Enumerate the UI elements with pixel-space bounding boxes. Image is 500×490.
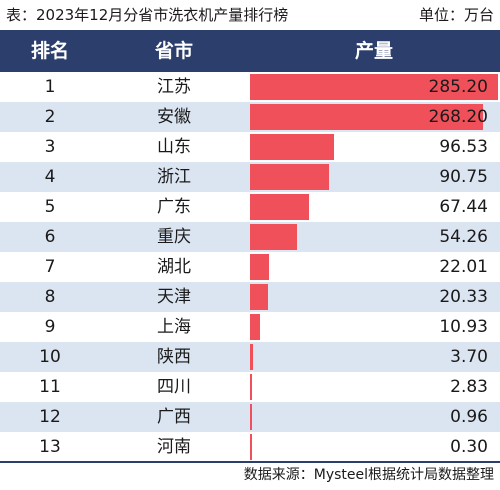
table-header: 排名 省市 产量 — [0, 30, 500, 72]
value-label: 90.75 — [439, 167, 488, 187]
production-table: 排名 省市 产量 1 江苏 285.20 2 安徽 268.20 3 山东 96.53 4 浙江 90… — [0, 30, 500, 462]
rank-cell: 6 — [44, 227, 56, 247]
rank-cell: 11 — [39, 377, 61, 397]
table-row: 3 山东 96.53 — [0, 132, 500, 162]
value-label: 22.01 — [439, 257, 488, 277]
value-bar — [250, 134, 334, 160]
table-row: 12 广西 0.96 — [0, 402, 500, 432]
table-row: 4 浙江 90.75 — [0, 162, 500, 192]
province-cell: 广东 — [157, 197, 191, 217]
province-cell: 安徽 — [157, 107, 191, 127]
value-label: 3.70 — [450, 347, 488, 367]
table-row: 11 四川 2.83 — [0, 372, 500, 402]
table-row: 10 陕西 3.70 — [0, 342, 500, 372]
header-rank: 排名 — [30, 40, 69, 62]
province-cell: 陕西 — [157, 347, 191, 367]
table-row: 2 安徽 268.20 — [0, 102, 500, 132]
value-bar — [250, 344, 254, 370]
value-bar — [250, 164, 329, 190]
value-bar — [250, 224, 298, 250]
rank-cell: 13 — [39, 437, 61, 457]
rank-cell: 5 — [44, 197, 56, 217]
unit-label: 单位：万台 — [418, 6, 494, 24]
table-title: 表：2023年12月分省市洗衣机产量排行榜 — [6, 6, 289, 24]
value-bar — [250, 104, 484, 130]
province-cell: 山东 — [157, 137, 191, 157]
value-bar — [250, 254, 270, 280]
table-row: 1 江苏 285.20 — [0, 72, 500, 102]
value-label: 10.93 — [439, 317, 488, 337]
table-bottom-rule — [0, 461, 500, 463]
province-cell: 湖北 — [157, 257, 191, 277]
rank-cell: 8 — [44, 287, 56, 307]
rank-cell: 3 — [44, 137, 56, 157]
value-label: 268.20 — [428, 107, 488, 127]
rank-cell: 10 — [39, 347, 61, 367]
value-bar — [250, 314, 260, 340]
value-bar — [250, 194, 309, 220]
province-cell: 江苏 — [157, 77, 191, 97]
header-value: 产量 — [354, 40, 393, 62]
rank-cell: 4 — [44, 167, 56, 187]
value-label: 20.33 — [439, 287, 488, 307]
province-cell: 四川 — [157, 377, 191, 397]
province-cell: 上海 — [157, 317, 191, 337]
province-cell: 天津 — [157, 287, 191, 307]
province-cell: 河南 — [157, 437, 191, 457]
value-label: 0.96 — [450, 407, 488, 427]
value-bar — [250, 284, 268, 310]
rank-cell: 2 — [44, 107, 56, 127]
rank-cell: 12 — [39, 407, 61, 427]
table-row: 13 河南 0.30 — [0, 432, 500, 462]
header-province: 省市 — [154, 40, 193, 62]
rank-cell: 1 — [44, 77, 56, 97]
value-label: 285.20 — [428, 77, 488, 97]
table-row: 7 湖北 22.01 — [0, 252, 500, 282]
value-label: 0.30 — [450, 437, 488, 457]
value-bar — [250, 74, 498, 100]
data-source: 数据来源：Mysteel根据统计局数据整理 — [243, 467, 494, 483]
value-label: 96.53 — [439, 137, 488, 157]
rank-cell: 7 — [44, 257, 56, 277]
rank-cell: 9 — [44, 317, 56, 337]
value-label: 2.83 — [450, 377, 488, 397]
province-cell: 广西 — [157, 407, 191, 427]
value-label: 67.44 — [439, 197, 488, 217]
table-row: 9 上海 10.93 — [0, 312, 500, 342]
table-row: 8 天津 20.33 — [0, 282, 500, 312]
caption-row: 表：2023年12月分省市洗衣机产量排行榜 单位：万台 — [0, 0, 500, 30]
value-label: 54.26 — [439, 227, 488, 247]
province-cell: 重庆 — [157, 227, 191, 247]
table-row: 6 重庆 54.26 — [0, 222, 500, 252]
table-body: 1 江苏 285.20 2 安徽 268.20 3 山东 96.53 4 浙江 90.75 5 广东 67.… — [0, 72, 500, 462]
table-row: 5 广东 67.44 — [0, 192, 500, 222]
value-bar — [250, 434, 252, 460]
value-bar — [250, 374, 253, 400]
province-cell: 浙江 — [157, 167, 191, 187]
value-bar — [250, 404, 252, 430]
